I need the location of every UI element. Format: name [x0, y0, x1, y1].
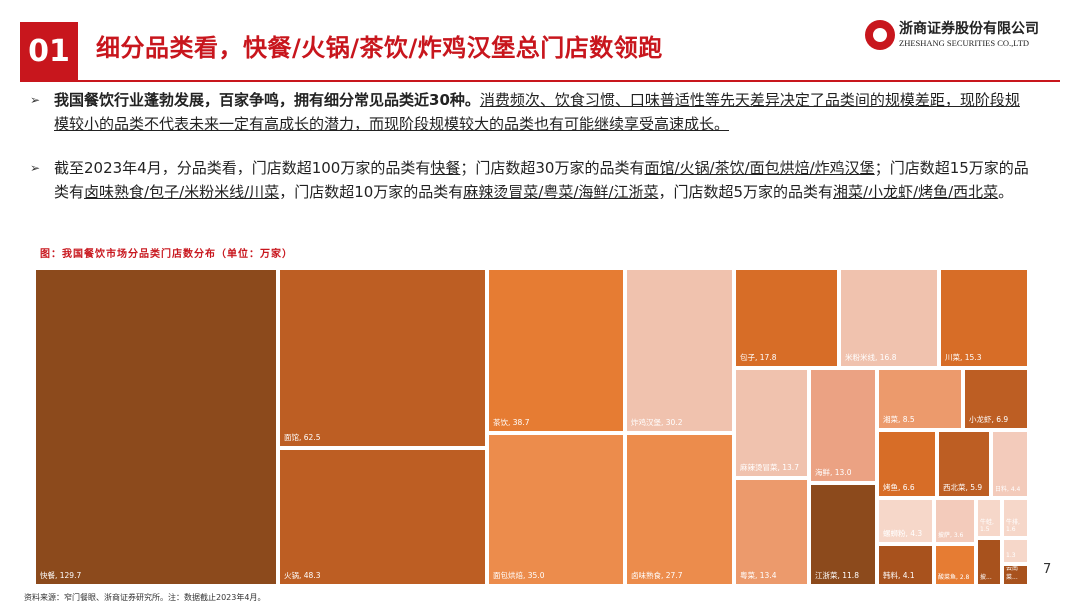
- logo-english-name: ZHESHANG SECURITIES CO.,LTD: [899, 38, 1030, 48]
- treemap-cell-label: 螺蛳粉, 4.3: [883, 529, 923, 538]
- bullet-2-seg: 截至2023年4月，分品类看，门店数超100万家的品类有: [54, 159, 431, 177]
- treemap-cell: 牛蛙, 1.5: [976, 498, 1002, 538]
- treemap-cell: 日料, 4.4: [991, 430, 1029, 498]
- treemap-cell: 面馆, 62.5: [278, 268, 487, 448]
- treemap-cell: 烤鱼, 6.6: [877, 430, 937, 498]
- treemap-cell: 西北菜, 5.9: [937, 430, 991, 498]
- bullet-1-lead: 我国餐饮行业蓬勃发展，百家争鸣，拥有细分常见品类近30种。: [54, 91, 480, 109]
- page-number: 7: [1043, 562, 1052, 577]
- logo-mark-icon: [865, 20, 895, 50]
- arrow-bullet-icon: ➢: [30, 161, 41, 175]
- treemap-cell: 江浙菜, 11.8: [809, 483, 877, 586]
- treemap-cell: 粤菜, 13.4: [734, 478, 809, 586]
- treemap-chart: 快餐, 129.7 面馆, 62.5 火锅, 48.3 茶饮, 38.7 面包烘焙, 3…: [34, 268, 1029, 586]
- figure-caption: 图：我国餐饮市场分品类门店数分布（单位：万家）: [40, 249, 293, 260]
- treemap-cell-label: 牛蛙, 1.5: [980, 519, 994, 533]
- treemap-cell: 炸鸡汉堡, 30.2: [625, 268, 734, 433]
- bullet-2: ➢ 截至2023年4月，分品类看，门店数超100万家的品类有快餐；门店数超30万…: [30, 156, 1030, 231]
- treemap-cell-label: 牛排, 1.6: [1006, 519, 1020, 533]
- treemap-cell: 快餐, 129.7: [34, 268, 278, 586]
- logo-chinese-name: 浙商证券股份有限公司: [899, 21, 1039, 37]
- treemap-cell-label: 日料, 4.4: [995, 486, 1021, 493]
- title-divider: [20, 80, 1060, 82]
- treemap-cell-label: 云南菜...: [1006, 565, 1019, 581]
- treemap-cell-label: 炸鸡汉堡, 30.2: [631, 418, 683, 427]
- treemap-cell: 湘菜, 8.5: [877, 368, 963, 430]
- treemap-cell-label: 1.3: [1006, 552, 1016, 559]
- treemap-cell-label: 川菜, 15.3: [945, 353, 982, 362]
- bullet-2-seg: ；门店数超15万家的品类有: [54, 159, 1029, 201]
- bullet-2-seg: 湘菜/小龙虾/烤鱼/西北菜: [833, 183, 999, 201]
- treemap-cell-label: 火锅, 48.3: [284, 571, 321, 580]
- bullet-2-seg: 卤味熟食/包子/米粉米线/川菜: [84, 183, 280, 201]
- source-note: 资料来源：窄门餐眼、浙商证券研究所。注：数据截止2023年4月。: [24, 593, 266, 602]
- treemap-cell-label: 西北菜, 5.9: [943, 483, 983, 492]
- treemap-cell: 云南菜...: [1002, 564, 1029, 586]
- treemap-cell-label: 面馆, 62.5: [284, 433, 321, 442]
- bullet-2-text: 截至2023年4月，分品类看，门店数超100万家的品类有快餐；门店数超30万家的…: [54, 156, 1034, 204]
- treemap-cell: 披萨, 3.6: [934, 498, 976, 544]
- treemap-cell-label: 江浙菜, 11.8: [815, 571, 859, 580]
- treemap-cell: 米粉米线, 16.8: [839, 268, 939, 368]
- bullet-2-seg: 面馆/火锅/茶饮/面包烘焙/炸鸡汉堡: [644, 159, 875, 177]
- bullet-2-seg: ，门店数超10万家的品类有: [279, 183, 464, 201]
- treemap-cell-label: 粤菜, 13.4: [740, 571, 777, 580]
- treemap-cell: 茶饮, 38.7: [487, 268, 625, 433]
- treemap-cell-label: 酸菜鱼, 2.8: [938, 574, 970, 581]
- bullet-2-seg: ，门店数超5万家的品类有: [658, 183, 833, 201]
- treemap-cell: 酸菜鱼, 2.8: [934, 544, 976, 586]
- treemap-cell-label: 披萨, 3.6: [938, 532, 964, 539]
- treemap-cell: 韩料, 4.1: [877, 544, 934, 586]
- bullet-1: ➢ 我国餐饮行业蓬勃发展，百家争鸣，拥有细分常见品类近30种。消费频次、饮食习惯…: [30, 88, 1030, 138]
- treemap-cell-label: 茶饮, 38.7: [493, 418, 530, 427]
- company-logo: 浙商证券股份有限公司 ZHESHANG SECURITIES CO.,LTD: [865, 18, 1055, 58]
- bullet-1-body: 消费频次、饮食习惯、口味普适性等先天差异决定了品类间的规模差距，现阶段规模较小的…: [54, 91, 1020, 133]
- arrow-bullet-icon: ➢: [30, 93, 41, 107]
- treemap-cell-label: 披...: [980, 574, 992, 581]
- treemap-cell: 川菜, 15.3: [939, 268, 1029, 368]
- page-title: 细分品类看，快餐/火锅/茶饮/炸鸡汉堡总门店数领跑: [96, 34, 663, 62]
- treemap-cell-label: 快餐, 129.7: [40, 571, 82, 580]
- treemap-cell: 火锅, 48.3: [278, 448, 487, 586]
- bullet-2-seg: 快餐: [430, 159, 461, 177]
- bullet-2-seg: 。: [998, 183, 1014, 201]
- treemap-cell: 牛排, 1.6: [1002, 498, 1029, 538]
- treemap-cell: 面包烘焙, 35.0: [487, 433, 625, 586]
- treemap-cell-label: 麻辣烫冒菜, 13.7: [740, 463, 799, 472]
- treemap-cell-label: 烤鱼, 6.6: [883, 483, 915, 492]
- treemap-cell-label: 湘菜, 8.5: [883, 415, 915, 424]
- treemap-cell-label: 海鲜, 13.0: [815, 468, 852, 477]
- treemap-cell: 螺蛳粉, 4.3: [877, 498, 934, 544]
- treemap-cell: 海鲜, 13.0: [809, 368, 877, 483]
- treemap-cell-label: 米粉米线, 16.8: [845, 353, 897, 362]
- bullet-1-text: 我国餐饮行业蓬勃发展，百家争鸣，拥有细分常见品类近30种。消费频次、饮食习惯、口…: [54, 88, 1034, 136]
- section-number: 01: [20, 22, 78, 80]
- treemap-cell: 卤味熟食, 27.7: [625, 433, 734, 586]
- treemap-cell-label: 包子, 17.8: [740, 353, 777, 362]
- treemap-cell-label: 小龙虾, 6.9: [969, 415, 1009, 424]
- treemap-cell-label: 面包烘焙, 35.0: [493, 571, 545, 580]
- treemap-cell: 包子, 17.8: [734, 268, 839, 368]
- treemap-cell: 披...: [976, 538, 1002, 586]
- treemap-cell-label: 卤味熟食, 27.7: [631, 571, 683, 580]
- treemap-cell-label: 韩料, 4.1: [883, 571, 915, 580]
- bullet-2-seg: 麻辣烫冒菜/粤菜/海鲜/江浙菜: [463, 183, 659, 201]
- treemap-cell: 小龙虾, 6.9: [963, 368, 1029, 430]
- treemap-cell: 麻辣烫冒菜, 13.7: [734, 368, 809, 478]
- bullet-2-seg: ；门店数超30万家的品类有: [460, 159, 645, 177]
- treemap-cell: 1.3: [1002, 538, 1029, 564]
